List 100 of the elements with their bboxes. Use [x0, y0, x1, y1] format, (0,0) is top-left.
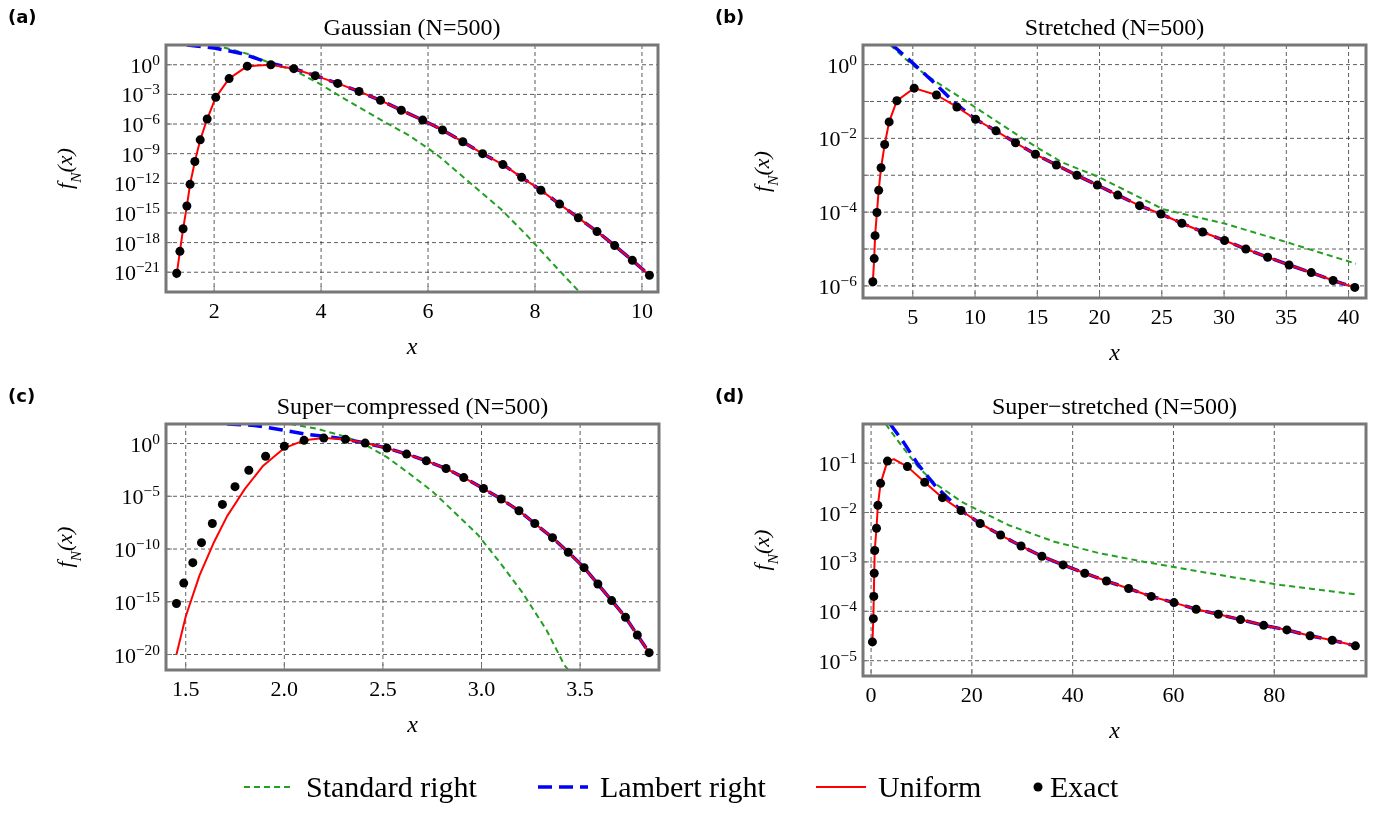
x-tick-label: 10	[630, 298, 653, 323]
point	[952, 102, 962, 112]
point	[876, 478, 886, 488]
point	[1327, 635, 1337, 645]
point	[1156, 209, 1166, 219]
point	[1092, 180, 1102, 190]
point	[289, 64, 299, 74]
y-tick-label: 10$^{−10}$	[113, 534, 161, 563]
x-tick-label: 4	[315, 298, 327, 323]
y-tick-label: 10$^{−2}$	[818, 498, 857, 526]
point	[1058, 560, 1068, 570]
point	[360, 438, 370, 448]
point	[402, 449, 412, 459]
point	[1135, 201, 1145, 211]
point	[867, 637, 877, 647]
point	[868, 614, 878, 624]
legend-label: Exact	[1050, 770, 1119, 803]
y-tick-label: 10$^{−18}$	[113, 228, 161, 256]
point	[869, 568, 879, 578]
point	[593, 579, 603, 589]
point	[1124, 583, 1134, 593]
x-tick-label: 0	[865, 682, 877, 707]
point	[1051, 160, 1061, 170]
y-tick-label: 10$^{−21}$	[113, 257, 160, 286]
point	[991, 126, 1001, 136]
point	[517, 172, 527, 182]
point	[354, 86, 364, 96]
point	[931, 90, 941, 100]
point	[224, 74, 234, 84]
x-tick-label: 25	[1150, 304, 1173, 329]
point	[555, 199, 565, 209]
text: (c)	[8, 385, 36, 406]
point	[1072, 170, 1082, 180]
x-tick-label: 5	[907, 304, 919, 329]
point	[496, 494, 506, 504]
point	[1191, 604, 1201, 614]
point	[869, 254, 879, 264]
point	[458, 137, 468, 147]
point	[1263, 252, 1273, 262]
legend-label: Uniform	[878, 770, 982, 803]
point	[202, 114, 212, 124]
point	[498, 160, 508, 170]
point	[870, 546, 880, 556]
point	[579, 563, 589, 573]
point	[1037, 551, 1047, 561]
point	[421, 456, 431, 466]
chart-title: Super−compressed (N=500)	[276, 393, 549, 419]
point	[1220, 236, 1230, 246]
y-tick-label: 10$^{−9}$	[121, 139, 161, 167]
point	[1101, 576, 1111, 586]
point	[418, 115, 428, 125]
point	[1213, 609, 1223, 619]
y-tick-label: 10$^{−3}$	[818, 547, 858, 575]
y-tick-label: 10$^{−2}$	[818, 123, 857, 152]
point	[211, 92, 221, 102]
point	[872, 207, 882, 217]
point	[620, 612, 630, 622]
point	[873, 500, 883, 510]
y-tick-label: 10$^{−4}$	[818, 596, 858, 625]
point	[230, 482, 240, 492]
point	[1328, 276, 1338, 286]
point	[1080, 568, 1090, 578]
point	[1306, 268, 1316, 278]
point	[869, 591, 879, 601]
point	[1016, 541, 1026, 551]
legend-label: Lambert right	[600, 770, 767, 803]
x-tick-label: 2.0	[270, 676, 299, 701]
point	[548, 533, 558, 543]
x-tick-label: 20	[960, 682, 983, 707]
point	[1011, 138, 1021, 148]
point	[197, 538, 206, 548]
y-tick-label: 10$^{−12}$	[113, 168, 160, 197]
point	[880, 140, 890, 150]
x-tick-label: 10	[964, 304, 987, 329]
point	[610, 241, 620, 251]
text: (b)	[715, 6, 745, 27]
point	[920, 477, 930, 487]
x-tick-label: 3.0	[467, 676, 496, 701]
point	[244, 465, 254, 475]
point	[872, 523, 882, 533]
x-axis-title: x	[1108, 339, 1121, 365]
point	[333, 78, 343, 88]
x-tick-label: 30	[1213, 304, 1236, 329]
y-tick-label: 10$^{−6}$	[818, 271, 858, 299]
point	[195, 135, 205, 145]
point	[190, 157, 200, 167]
x-tick-label: 3.5	[566, 676, 594, 701]
point	[1113, 190, 1123, 200]
y-tick-label: 10$^{0}$	[827, 50, 858, 78]
point	[459, 473, 469, 483]
point	[310, 71, 320, 81]
point	[1146, 591, 1156, 601]
point	[632, 630, 642, 640]
point	[441, 463, 451, 473]
point	[1282, 625, 1292, 635]
y-tick-label: 10$^{−1}$	[818, 448, 857, 477]
point	[1350, 282, 1360, 292]
point	[627, 255, 637, 265]
y-tick-label: 10$^{−20}$	[113, 640, 161, 668]
point	[937, 493, 947, 503]
